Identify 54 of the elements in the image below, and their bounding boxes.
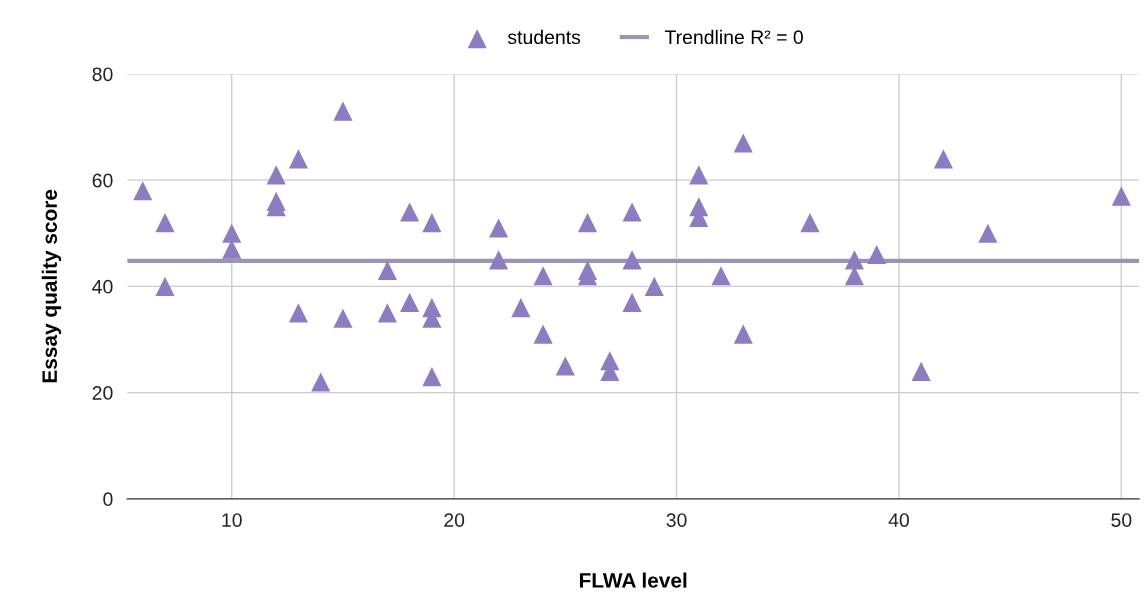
point [555,356,575,376]
point [533,266,553,286]
point [689,165,709,185]
point [422,213,442,233]
point [489,250,509,270]
x-tick-label: 10 [222,513,242,527]
x-tick-label: 30 [666,513,687,527]
point [377,260,397,281]
point [133,181,153,201]
x-tick-label: 40 [888,513,909,527]
point [844,266,865,286]
legend-label: Trendline R² = 0 [664,29,803,45]
point [1111,186,1131,206]
point [422,367,442,387]
y-axis-title: Essay quality score [41,189,62,383]
point [489,218,509,238]
point [978,223,998,243]
point [377,303,397,323]
point [622,292,642,312]
point [733,133,753,153]
point [400,292,420,312]
point [533,324,553,344]
point [622,250,642,270]
point [578,213,598,233]
point [511,298,531,318]
point [222,223,242,243]
point [644,276,664,296]
point [733,324,753,344]
point [333,101,353,121]
y-tick-label: 20 [92,386,113,400]
point [711,266,731,286]
point [288,149,309,169]
point [911,361,931,381]
y-tick-label: 80 [92,67,113,82]
point [222,239,242,259]
y-tick-label: 40 [92,279,113,294]
point [400,202,420,222]
x-tick-label: 20 [444,513,465,527]
point [933,149,953,169]
point [333,308,353,328]
point [155,276,175,296]
point [288,303,309,323]
x-tick-label: 50 [1111,513,1132,527]
point [311,372,331,392]
point [266,165,286,185]
point [800,213,820,233]
legend-label: students [507,29,581,45]
point [622,202,642,222]
point [155,213,175,233]
point [844,250,865,270]
x-axis-title: FLWA level [579,572,687,588]
point [867,244,887,265]
y-tick-label: 0 [103,492,113,507]
y-tick-label: 60 [92,173,113,188]
